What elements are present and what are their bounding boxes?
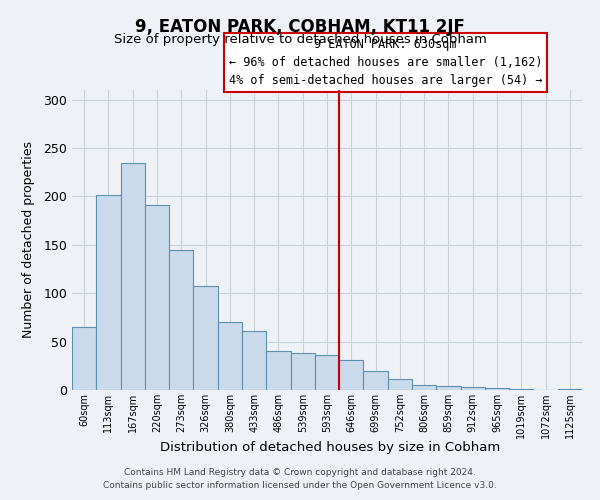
Bar <box>218 322 242 390</box>
Bar <box>96 194 121 390</box>
Bar <box>558 389 582 390</box>
Bar <box>145 205 169 390</box>
Bar <box>266 352 290 390</box>
Bar <box>169 250 193 390</box>
Bar <box>509 389 533 390</box>
Bar <box>121 162 145 390</box>
Text: Size of property relative to detached houses in Cobham: Size of property relative to detached ho… <box>113 32 487 46</box>
Bar <box>436 386 461 390</box>
Text: Distribution of detached houses by size in Cobham: Distribution of detached houses by size … <box>160 441 500 454</box>
Bar <box>72 327 96 390</box>
Bar <box>364 370 388 390</box>
Text: 9 EATON PARK: 630sqm
← 96% of detached houses are smaller (1,162)
4% of semi-det: 9 EATON PARK: 630sqm ← 96% of detached h… <box>229 38 542 87</box>
Bar <box>242 331 266 390</box>
Bar <box>485 388 509 390</box>
Bar <box>339 360 364 390</box>
Text: Contains HM Land Registry data © Crown copyright and database right 2024.: Contains HM Land Registry data © Crown c… <box>124 468 476 477</box>
Bar <box>193 286 218 390</box>
Y-axis label: Number of detached properties: Number of detached properties <box>22 142 35 338</box>
Bar <box>290 353 315 390</box>
Text: Contains public sector information licensed under the Open Government Licence v3: Contains public sector information licen… <box>103 480 497 490</box>
Bar <box>461 387 485 390</box>
Text: 9, EATON PARK, COBHAM, KT11 2JF: 9, EATON PARK, COBHAM, KT11 2JF <box>135 18 465 36</box>
Bar <box>412 385 436 390</box>
Bar <box>315 355 339 390</box>
Bar <box>388 380 412 390</box>
